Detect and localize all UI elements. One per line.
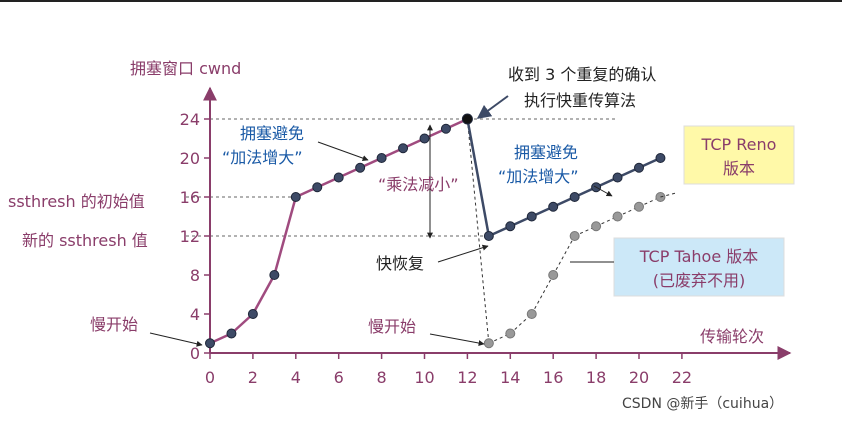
slow-start-label-2: 慢开始: [368, 317, 416, 336]
tahoe-point: [505, 328, 516, 339]
x-axis-title: 传输轮次: [700, 327, 764, 346]
tahoe-point: [548, 270, 559, 280]
fast-recovery-label: 快恢复: [376, 254, 424, 273]
x-tick-label: 6: [334, 368, 344, 387]
x-tick-label: 16: [543, 368, 563, 387]
y-tick-label: 24: [180, 110, 200, 129]
tahoe-point: [569, 231, 580, 241]
three-dup-pointer: [476, 95, 509, 119]
ca1-line1: 拥塞避免: [240, 124, 304, 143]
reno-point: [526, 211, 537, 222]
reno-box-line1: TCP Reno: [701, 135, 777, 154]
ssthresh-initial-label: ssthresh 的初始值: [8, 192, 145, 211]
x-tick-label: 18: [586, 368, 606, 387]
x-tick-label: 14: [500, 368, 520, 387]
x-tick-label: 10: [414, 368, 434, 387]
reno-point: [483, 231, 494, 241]
reno-box-line2: 版本: [723, 159, 755, 178]
tahoe-box-line1: TCP Tahoe 版本: [639, 247, 759, 266]
reno-point: [333, 172, 344, 183]
tahoe-series: [466, 118, 676, 349]
reno-point: [312, 182, 323, 193]
ca2-pointer: [593, 185, 613, 197]
tahoe-point: [526, 309, 537, 319]
tahoe-point: [612, 211, 623, 222]
reno-point: [655, 153, 666, 163]
reno-point: [226, 328, 237, 339]
top-rule: [0, 0, 842, 2]
y-tick-label: 16: [180, 188, 200, 207]
x-tick-label: 0: [205, 368, 215, 387]
tahoe-segment: [531, 274, 554, 315]
tahoe-extension: [660, 192, 676, 198]
tahoe-point: [483, 338, 494, 349]
x-tick-label: 8: [377, 368, 387, 387]
reno-point: [612, 172, 623, 183]
y-tick-label: 20: [180, 149, 200, 168]
x-tick-label: 20: [629, 368, 649, 387]
reno-point: [247, 309, 258, 319]
md-label: “乘法减小”: [378, 175, 459, 194]
reno-point: [419, 133, 430, 144]
ssthresh-new-label: 新的 ssthresh 值: [22, 231, 148, 250]
three-dup-line1: 收到 3 个重复的确认: [508, 65, 656, 84]
reno-point: [569, 192, 580, 202]
reno-series: [205, 113, 666, 349]
reno-point: [398, 143, 409, 154]
y-tick-label: 4: [190, 305, 200, 324]
y-tick-label: 8: [190, 266, 200, 285]
reno-point: [290, 192, 301, 202]
reno-segment: [251, 274, 276, 315]
x-tick-label: 4: [291, 368, 301, 387]
reno-point: [440, 123, 451, 134]
reno-point: [376, 153, 387, 163]
three-dup-line2: 执行快重传算法: [524, 91, 636, 110]
reno-point: [634, 162, 644, 173]
tahoe-point: [634, 201, 644, 212]
watermark: CSDN @新手（cuihua）: [622, 396, 783, 412]
ca2-line2: “加法增大”: [498, 167, 579, 186]
slow-start-label-1: 慢开始: [90, 315, 138, 334]
reno-point: [355, 162, 366, 173]
y-tick-label: 12: [180, 227, 200, 246]
reno-box: [683, 125, 795, 185]
slow-start-pointer-1: [149, 332, 203, 347]
reno-segment: [466, 118, 491, 237]
ca1-pointer: [317, 141, 369, 161]
y-tick-label: 0: [190, 344, 200, 363]
x-tick-label: 22: [672, 368, 692, 387]
x-tick-label: 2: [248, 368, 258, 387]
tahoe-segment: [552, 235, 576, 276]
reno-point: [205, 338, 215, 349]
reno-point: [548, 201, 559, 212]
reno-point: [505, 221, 516, 232]
fast-recovery-pointer: [437, 244, 489, 263]
slow-start-pointer-2: [429, 333, 485, 346]
y-axis-title: 拥塞窗口 cwnd: [130, 59, 241, 78]
x-tick-label: 12: [457, 368, 477, 387]
tahoe-point: [591, 221, 602, 232]
reno-segment: [273, 196, 298, 276]
ca1-line2: “加法增大”: [222, 148, 303, 167]
reno-peak-point: [461, 113, 473, 125]
tahoe-box: [613, 237, 785, 297]
reno-point: [269, 270, 280, 280]
tahoe-segment: [466, 118, 490, 344]
ca2-line1: 拥塞避免: [514, 143, 578, 162]
tahoe-box-line2: (已废弃不用): [653, 271, 746, 290]
